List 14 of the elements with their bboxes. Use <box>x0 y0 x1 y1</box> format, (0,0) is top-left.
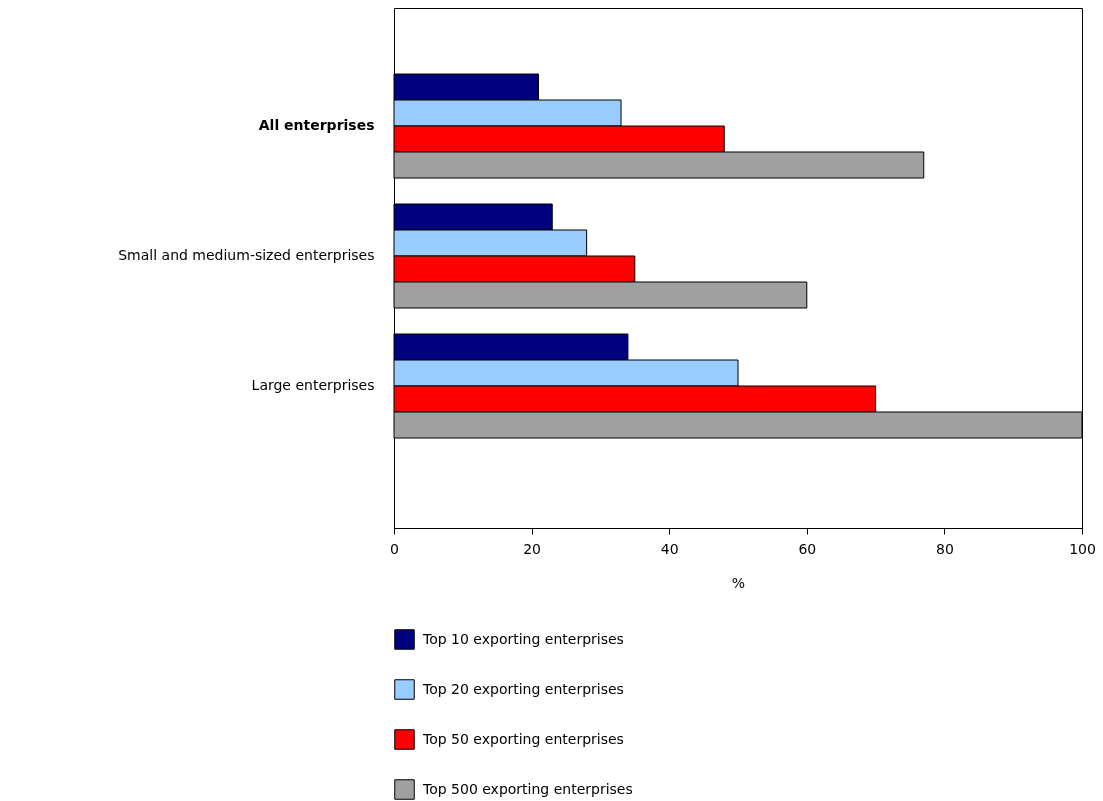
x-tick-label: 40 <box>660 540 679 557</box>
y-tick-label: Small and medium-sized enterprises <box>118 247 375 263</box>
legend-label: Top 50 exporting enterprises <box>422 730 624 747</box>
x-tick-label: 100 <box>1069 540 1096 557</box>
x-tick-label: 0 <box>390 540 399 557</box>
legend-label: Top 500 exporting enterprises <box>422 780 633 797</box>
legend-label: Top 20 exporting enterprises <box>422 680 624 697</box>
x-tick-label: 20 <box>523 540 542 557</box>
x-tick-label: 80 <box>935 540 954 557</box>
y-tick-label: Large enterprises <box>251 377 375 393</box>
x-tick-label: 60 <box>798 540 817 557</box>
legend-label: Top 10 exporting enterprises <box>422 630 624 647</box>
y-tick-label: All enterprises <box>258 117 375 133</box>
x-axis-title: % <box>731 574 746 591</box>
